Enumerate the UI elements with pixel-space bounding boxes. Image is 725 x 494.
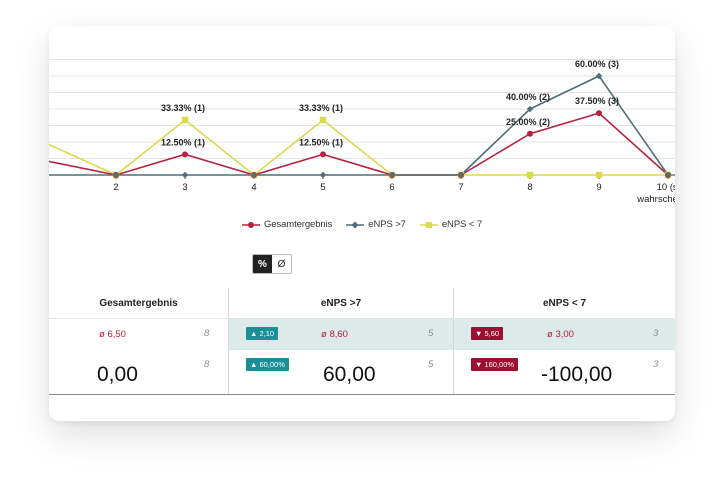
legend-item-gesamtergebnis[interactable]: Gesamtergebnis <box>241 219 333 230</box>
badge-value: 60,00% <box>259 360 285 369</box>
legend-marker-diamond <box>346 221 365 228</box>
count-value: 5 <box>428 328 434 339</box>
data-point <box>527 130 533 137</box>
legend-item-enps-high[interactable]: eNPS >7 <box>346 219 406 230</box>
legend-item-enps-low[interactable]: eNPS < 7 <box>419 219 483 230</box>
score-cell-enps-high: ▲ 60,00% 60,00 5 <box>228 350 453 394</box>
avg-value: ø 6,50 <box>99 329 126 340</box>
arrow-down-icon: ▼ <box>475 360 483 369</box>
score-cell-gesamt: 0,00 8 <box>49 350 228 394</box>
data-point <box>596 110 602 117</box>
delta-badge-up: ▲ 60,00% <box>246 358 289 371</box>
header-gesamtergebnis: Gesamtergebnis <box>99 297 178 309</box>
legend-marker-square <box>419 221 438 228</box>
badge-value: 5,60 <box>484 329 500 338</box>
score-row: 0,00 8 ▲ 60,00% 60,00 5 ▼ 160,00% -100,00 … <box>49 350 675 395</box>
data-point <box>388 171 396 179</box>
avg-cell-enps-high: ▲ 2,10 ø 8,60 5 <box>228 319 453 350</box>
count-value: 8 <box>204 359 210 370</box>
average-row: ø 6,50 8 ▲ 2,10 ø 8,60 5 ▼ 5,60 ø 3,00 3 <box>49 319 675 350</box>
legend-marker-circle <box>241 221 260 228</box>
data-point <box>319 116 327 124</box>
data-label: 25.00% (2) <box>506 117 550 127</box>
series-line-0 <box>49 112 669 176</box>
arrow-up-icon: ▲ <box>250 360 258 369</box>
data-point <box>595 72 603 80</box>
score-value: 60,00 <box>323 363 376 386</box>
avg-cell-enps-low: ▼ 5,60 ø 3,00 3 <box>453 319 675 350</box>
arrow-down-icon: ▼ <box>475 329 483 338</box>
avg-value: ø 3,00 <box>547 329 574 340</box>
delta-badge-down: ▼ 5,60 <box>471 327 504 340</box>
header-enps-high: eNPS >7 <box>228 288 453 318</box>
avg-cell-gesamt: ø 6,50 8 <box>49 319 228 350</box>
badge-value: 2,10 <box>259 329 275 338</box>
x-tick-label: wahrscheinlich) <box>636 194 675 205</box>
data-point <box>181 116 189 124</box>
data-label: 33.33% (1) <box>161 103 205 113</box>
legend-label: eNPS < 7 <box>441 219 483 230</box>
header-enps-low: eNPS < 7 <box>453 288 675 318</box>
count-value: 3 <box>653 328 659 339</box>
data-point <box>595 171 603 179</box>
x-tick-label: 8 <box>527 182 532 193</box>
delta-badge-down: ▼ 160,00% <box>471 358 519 371</box>
x-tick-label: 5 <box>320 182 325 193</box>
series-line-2 <box>49 119 668 176</box>
data-point <box>664 171 672 179</box>
delta-badge-up: ▲ 2,10 <box>246 327 279 340</box>
score-cell-enps-low: ▼ 160,00% -100,00 3 <box>453 350 675 394</box>
data-point <box>526 171 534 179</box>
data-point <box>182 151 188 158</box>
data-label: 40.00% (2) <box>506 92 550 102</box>
line-chart: 2 3 4 5 6 7 8 9 10 (sehrwahrscheinlich) 33.33% (1… <box>49 59 675 205</box>
data-point <box>526 105 534 113</box>
data-label: 33.33% (1) <box>299 103 343 113</box>
table-header-row: Gesamtergebnis eNPS >7 eNPS < 7 <box>49 288 675 319</box>
average-toggle-button[interactable]: Ø <box>272 255 291 273</box>
x-tick-label: 6 <box>389 182 394 193</box>
data-label: 60.00% (3) <box>575 59 619 69</box>
count-value: 5 <box>428 359 434 370</box>
x-tick-label: 4 <box>251 182 256 193</box>
data-label: 12.50% (1) <box>299 137 343 147</box>
data-point <box>457 171 465 179</box>
display-mode-toggle: % Ø <box>252 254 292 274</box>
data-label: 37.50% (3) <box>575 96 619 106</box>
avg-value: ø 8,60 <box>321 329 348 340</box>
score-value: -100,00 <box>541 363 613 386</box>
legend-label: Gesamtergebnis <box>263 219 333 230</box>
series-line-1 <box>49 75 669 176</box>
legend-label: eNPS >7 <box>368 219 406 230</box>
data-point <box>250 171 258 179</box>
x-tick-label: 10 (sehr <box>657 182 675 193</box>
x-tick-label: 2 <box>113 182 118 193</box>
x-tick-label: 3 <box>182 182 187 193</box>
data-point <box>181 171 189 179</box>
score-value: 0,00 <box>97 363 138 386</box>
x-tick-label: 9 <box>596 182 601 193</box>
results-table: Gesamtergebnis eNPS >7 eNPS < 7 ø 6,50 8… <box>49 288 675 395</box>
data-point <box>319 171 327 179</box>
arrow-up-icon: ▲ <box>250 329 258 338</box>
badge-value: 160,00% <box>484 360 515 369</box>
data-point <box>320 151 326 158</box>
x-tick-label: 7 <box>458 182 463 193</box>
count-value: 8 <box>204 328 210 339</box>
enps-card: 2 3 4 5 6 7 8 9 10 (sehrwahrscheinlich) 33.33% (1… <box>49 26 675 421</box>
data-label: 12.50% (1) <box>161 137 205 147</box>
percent-toggle-button[interactable]: % <box>253 255 272 273</box>
chart-legend: Gesamtergebnis eNPS >7 eNPS < 7 <box>49 219 675 230</box>
count-value: 3 <box>653 359 659 370</box>
data-point <box>112 171 120 179</box>
